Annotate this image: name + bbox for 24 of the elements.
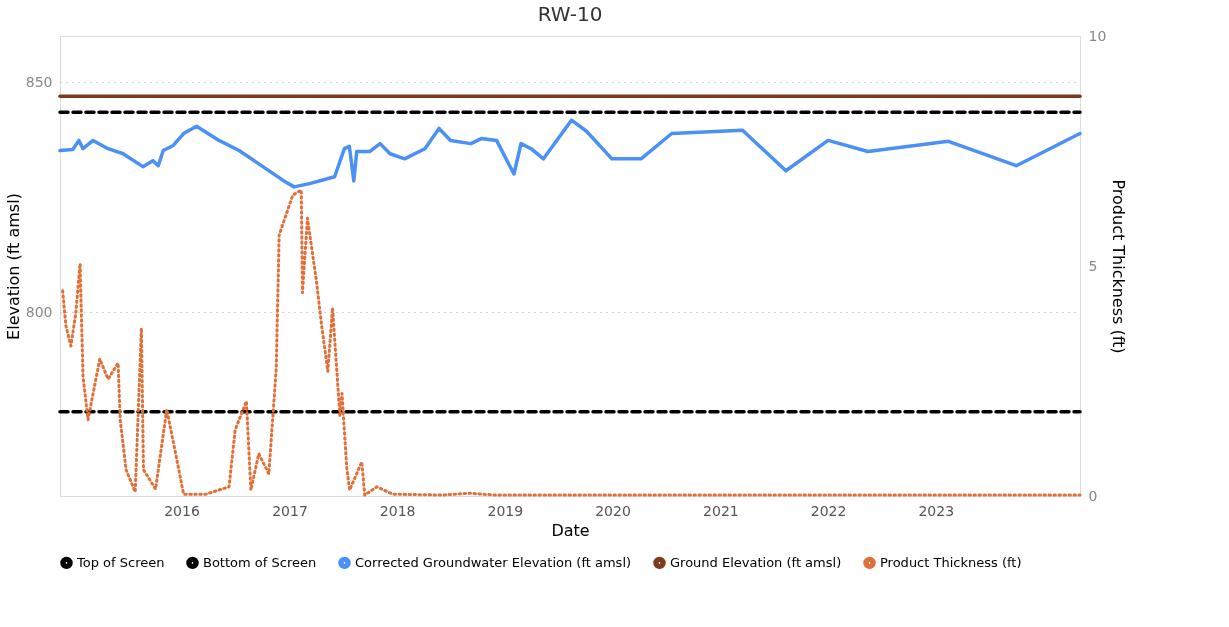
y2-tick-label: 0 <box>1088 487 1098 504</box>
x-tick-label: 2023 <box>918 502 955 519</box>
x-tick-label: 2016 <box>164 502 200 519</box>
y2-axis-title: Product Thickness (ft) <box>1109 179 1129 354</box>
x-tick-label: 2018 <box>379 502 416 519</box>
line-series <box>61 188 1082 497</box>
x-tick-label: 2020 <box>595 502 631 519</box>
y2-tick-label: 10 <box>1088 27 1107 44</box>
x-tick-label: 2019 <box>487 502 524 519</box>
y-tick-label: 850 <box>25 73 53 90</box>
x-tick-label: 2017 <box>272 502 308 519</box>
legend-label: Ground Elevation (ft amsl) <box>670 554 842 570</box>
x-tick-label: 2022 <box>810 502 847 519</box>
x-tick-label: 2021 <box>703 502 739 519</box>
chart-title: RW-10 <box>537 2 603 26</box>
y-axis-title: Elevation (ft amsl) <box>3 193 23 340</box>
legend-label: Top of Screen <box>76 554 165 570</box>
legend-label: Bottom of Screen <box>203 554 317 570</box>
legend-label: Product Thickness (ft) <box>880 554 1022 570</box>
legend-label: Corrected Groundwater Elevation (ft amsl) <box>355 554 632 570</box>
x-axis-title: Date <box>551 520 590 540</box>
y2-tick-label: 5 <box>1088 257 1098 274</box>
y-tick-label: 800 <box>25 303 53 320</box>
line-series <box>58 118 1082 189</box>
